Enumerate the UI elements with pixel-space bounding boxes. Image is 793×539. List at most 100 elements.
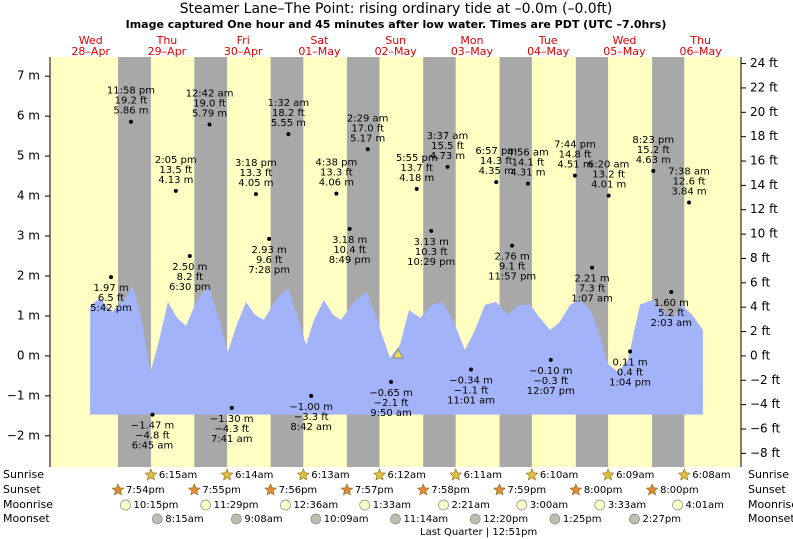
extreme-m: −1.00 m — [289, 402, 333, 413]
extreme-dot — [365, 147, 370, 152]
row-label: Sunrise — [3, 468, 44, 481]
y-tick-label: −1 m — [7, 388, 40, 402]
extreme-ft: 0.4 ft — [617, 368, 643, 379]
extreme-ft: 19.0 ft — [193, 99, 226, 110]
day-date: 06–May — [680, 45, 723, 58]
extreme-ft: −4.8 ft — [135, 431, 170, 442]
extreme-time: 11:58 pm — [107, 86, 155, 97]
moonrise-icon — [280, 499, 291, 511]
extreme-ft: 5.2 ft — [658, 308, 684, 319]
event-time: 7:57pm — [355, 485, 394, 496]
extreme-dot — [687, 200, 692, 205]
event-time: 6:14am — [235, 470, 273, 481]
extreme-time: 6:30 pm — [169, 282, 211, 293]
extreme-dot — [253, 192, 258, 197]
extreme-m: −0.65 m — [369, 388, 413, 399]
extreme-time: 8:42 am — [290, 422, 332, 433]
sunset-icon — [187, 483, 201, 496]
event-time: 6:13am — [311, 470, 349, 481]
moon-phase: Last Quarter | 12:51pm — [420, 527, 537, 538]
event-time: 6:12am — [387, 470, 425, 481]
extreme-time: 2:05 pm — [155, 155, 197, 166]
extreme-ft: −0.3 ft — [533, 376, 568, 387]
chart-subtitle: Image captured One hour and 45 minutes a… — [126, 18, 667, 31]
y2-tick-label: 10 ft — [750, 227, 778, 241]
extreme-m: 4.01 m — [591, 180, 626, 191]
day-weekday: Thu — [689, 34, 711, 47]
extreme-time: 7:44 pm — [554, 140, 596, 151]
sunset-icon — [340, 483, 354, 496]
event-time: 8:15am — [165, 514, 203, 525]
extreme-time: 11:57 pm — [488, 272, 536, 283]
moonset-icon — [151, 513, 163, 525]
extreme-dot — [229, 405, 234, 410]
extreme-ft: 7.3 ft — [579, 284, 605, 295]
y2-tick-label: 22 ft — [750, 80, 778, 94]
extreme-time: 3:37 am — [427, 131, 469, 142]
extreme-m: −0.10 m — [529, 366, 573, 377]
y2-tick-label: 2 ft — [750, 324, 770, 338]
extreme-dot — [128, 119, 133, 124]
row-label: Sunrise — [748, 468, 789, 481]
extreme-m: 0.11 m — [612, 358, 647, 369]
extreme-time: 7:38 am — [668, 166, 710, 177]
row-label: Sunset — [748, 483, 786, 496]
now-marker — [392, 347, 404, 359]
sunrise-icon — [601, 468, 615, 481]
row-label: Moonset — [3, 512, 50, 525]
extreme-time: 5:55 pm — [396, 153, 438, 164]
y2-tick-label: 18 ft — [750, 129, 778, 143]
extreme-m: −0.34 m — [449, 375, 493, 386]
y-tick-label: 5 m — [17, 149, 40, 163]
sunrise-icon — [525, 468, 539, 481]
event-time: 10:15pm — [133, 500, 178, 511]
row-label: Moonrise — [748, 498, 793, 511]
extreme-m: −1.30 m — [210, 414, 254, 425]
event-time: 7:59pm — [508, 485, 547, 496]
event-time: 1:25pm — [563, 514, 602, 525]
moonset-icon — [230, 513, 242, 525]
event-time: 8:00pm — [584, 485, 623, 496]
y-tick-label: 2 m — [17, 268, 40, 282]
y-tick-label: 0 m — [17, 348, 40, 362]
y-tick-label: 4 m — [17, 189, 40, 203]
y2-tick-label: 24 ft — [750, 56, 778, 70]
extreme-m: 3.18 m — [332, 235, 367, 246]
extreme-ft: −4.3 ft — [214, 424, 249, 435]
extreme-dot — [606, 193, 611, 198]
extreme-dot — [494, 180, 499, 185]
extreme-m: 4.13 m — [158, 175, 193, 186]
extreme-time: 2:03 am — [651, 318, 693, 329]
extreme-dot — [469, 367, 474, 372]
day-weekday: Sat — [310, 34, 329, 47]
event-time: 3:00am — [530, 500, 568, 511]
extreme-time: 6:57 pm — [475, 146, 517, 157]
extreme-m: 4.63 m — [636, 155, 671, 166]
sunset-icon — [416, 483, 430, 496]
extreme-ft: 9.6 ft — [256, 255, 282, 266]
sunset-icon — [111, 483, 125, 496]
event-time: 1:33am — [373, 500, 411, 511]
extreme-m: 4.35 m — [479, 166, 514, 177]
extreme-dot — [309, 393, 314, 398]
sunrise-icon — [677, 468, 691, 481]
extreme-dot — [445, 164, 450, 169]
extreme-ft: 18.2 ft — [272, 108, 305, 119]
extreme-dot — [150, 412, 155, 417]
y2-tick-label: −4 ft — [750, 397, 781, 411]
event-time: 7:56pm — [279, 485, 318, 496]
moonrise-icon — [516, 499, 528, 511]
y2-tick-label: −8 ft — [750, 446, 781, 460]
extreme-m: 5.17 m — [350, 133, 385, 144]
extreme-time: 6:45 am — [132, 441, 174, 452]
chart-title: Steamer Lane–The Point: rising ordinary … — [180, 1, 613, 17]
day-weekday: Thu — [156, 34, 178, 47]
day-weekday: Fri — [237, 34, 250, 47]
extreme-time: 1:32 am — [268, 98, 310, 109]
sunrise-icon — [296, 468, 310, 481]
y2-tick-label: −2 ft — [750, 373, 781, 387]
event-time: 7:58pm — [431, 485, 470, 496]
extreme-time: 8:49 pm — [329, 255, 371, 266]
extreme-dot — [525, 181, 530, 186]
